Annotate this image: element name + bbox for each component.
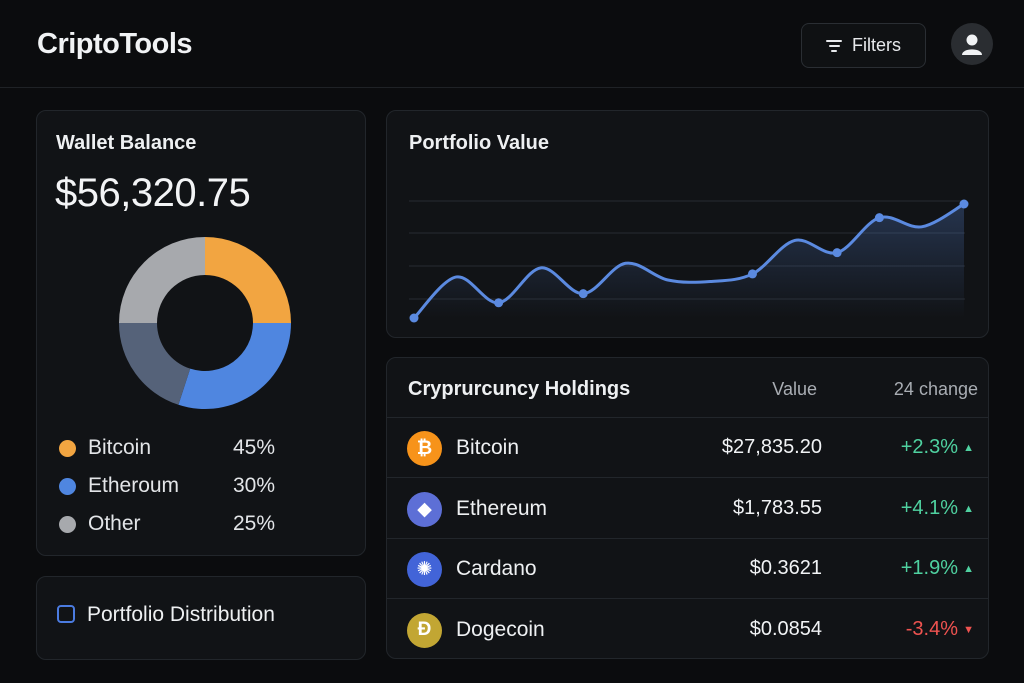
coin-value: $1,783.55	[733, 496, 822, 519]
data-point	[494, 298, 504, 308]
donut-segment-etheroum	[178, 323, 291, 409]
holding-row-dogecoin[interactable]: Ð Dogecoin $0.0854 -3.4% ▼	[387, 600, 988, 660]
coin-change: -3.4%	[905, 617, 958, 640]
legend-percent: 30%	[233, 474, 276, 497]
wallet-balance-value: $56,320.75	[55, 171, 251, 215]
donut-segment-other	[119, 237, 205, 323]
ethereum-icon: ◆	[407, 491, 442, 527]
cardano-icon: ✺	[407, 552, 442, 587]
arrow-down-icon: ▼	[963, 623, 974, 636]
legend-item-bitcoin: Bitcoin 45%	[59, 435, 275, 461]
wallet-balance-title: Wallet Balance	[56, 132, 197, 154]
coin-name: Cardano	[456, 557, 537, 580]
legend-dot	[59, 439, 76, 457]
coin-name: Bitcoin	[456, 436, 520, 459]
dogecoin-icon: Ð	[407, 612, 442, 648]
donut-segment-slate	[119, 323, 191, 405]
arrow-up-icon: ▲	[963, 563, 974, 575]
coin-name: Ethereum	[456, 496, 548, 520]
data-point	[832, 248, 842, 258]
portfolio-distribution-card[interactable]: Portfolio Distribution	[36, 576, 366, 660]
data-point	[747, 269, 757, 279]
allocation-donut-chart	[119, 237, 291, 409]
legend-dot	[59, 515, 76, 533]
portfolio-value-chart	[409, 199, 969, 323]
coin-value: $27,835.20	[721, 436, 822, 458]
coin-change: +1.9%	[900, 557, 958, 579]
holding-row-bitcoin[interactable]: ₿ Bitcoin $27,835.20 +2.3% ▲	[387, 418, 988, 478]
filters-button[interactable]: Filters	[801, 23, 926, 68]
app-title: CriptoTools	[37, 28, 193, 60]
portfolio-value-title: Portfolio Value	[409, 132, 550, 154]
user-avatar[interactable]	[951, 23, 993, 65]
user-icon	[962, 34, 982, 55]
data-point	[959, 199, 969, 209]
portfolio-area-fill	[414, 204, 964, 318]
arrow-up-icon: ▲	[963, 442, 974, 454]
legend-percent: 45%	[233, 436, 276, 459]
legend-percent: 25%	[233, 512, 276, 535]
filters-label: Filters	[852, 35, 901, 55]
legend-item-other: Other 25%	[59, 511, 275, 537]
legend-dot	[59, 477, 76, 495]
legend-label: Other	[88, 512, 141, 535]
wallet-balance-card: Wallet Balance $56,320.75 Bitcoin 45% Ethe…	[36, 110, 366, 556]
change-column-header: 24 change	[893, 379, 978, 399]
coin-change: +2.3%	[900, 436, 958, 458]
holding-row-ethereum[interactable]: ◆ Ethereum $1,783.55 +4.1% ▲	[387, 479, 988, 539]
value-column-header: Value	[772, 379, 817, 399]
portfolio-distribution-label: Portfolio Distribution	[87, 603, 275, 626]
filter-icon	[826, 39, 842, 52]
arrow-up-icon: ▲	[963, 502, 974, 515]
coin-value: $0.3621	[749, 557, 822, 579]
distribution-icon	[57, 605, 75, 623]
legend-label: Etheroum	[88, 474, 180, 497]
holdings-table: Cryprurcuncy Holdings Value 24 change ₿ B…	[386, 357, 989, 659]
donut-segment-bitcoin	[205, 237, 291, 323]
legend-item-etheroum: Etheroum 30%	[59, 473, 275, 499]
coin-change: +4.1%	[900, 496, 958, 519]
portfolio-value-card: Portfolio Value	[386, 110, 989, 338]
coin-name: Dogecoin	[456, 617, 545, 641]
app-header: CriptoTools Filters	[0, 0, 1024, 88]
legend-label: Bitcoin	[88, 436, 152, 459]
coin-value: $0.0854	[749, 617, 822, 640]
bitcoin-icon: ₿	[407, 431, 442, 466]
holding-row-cardano[interactable]: ✺ Cardano $0.3621 +1.9% ▲	[387, 539, 988, 599]
data-point	[578, 289, 588, 299]
data-point	[409, 313, 419, 323]
holdings-header: Cryprurcuncy Holdings Value 24 change	[387, 358, 988, 418]
holdings-title: Cryprurcuncy Holdings	[408, 378, 631, 400]
data-point	[874, 213, 884, 223]
